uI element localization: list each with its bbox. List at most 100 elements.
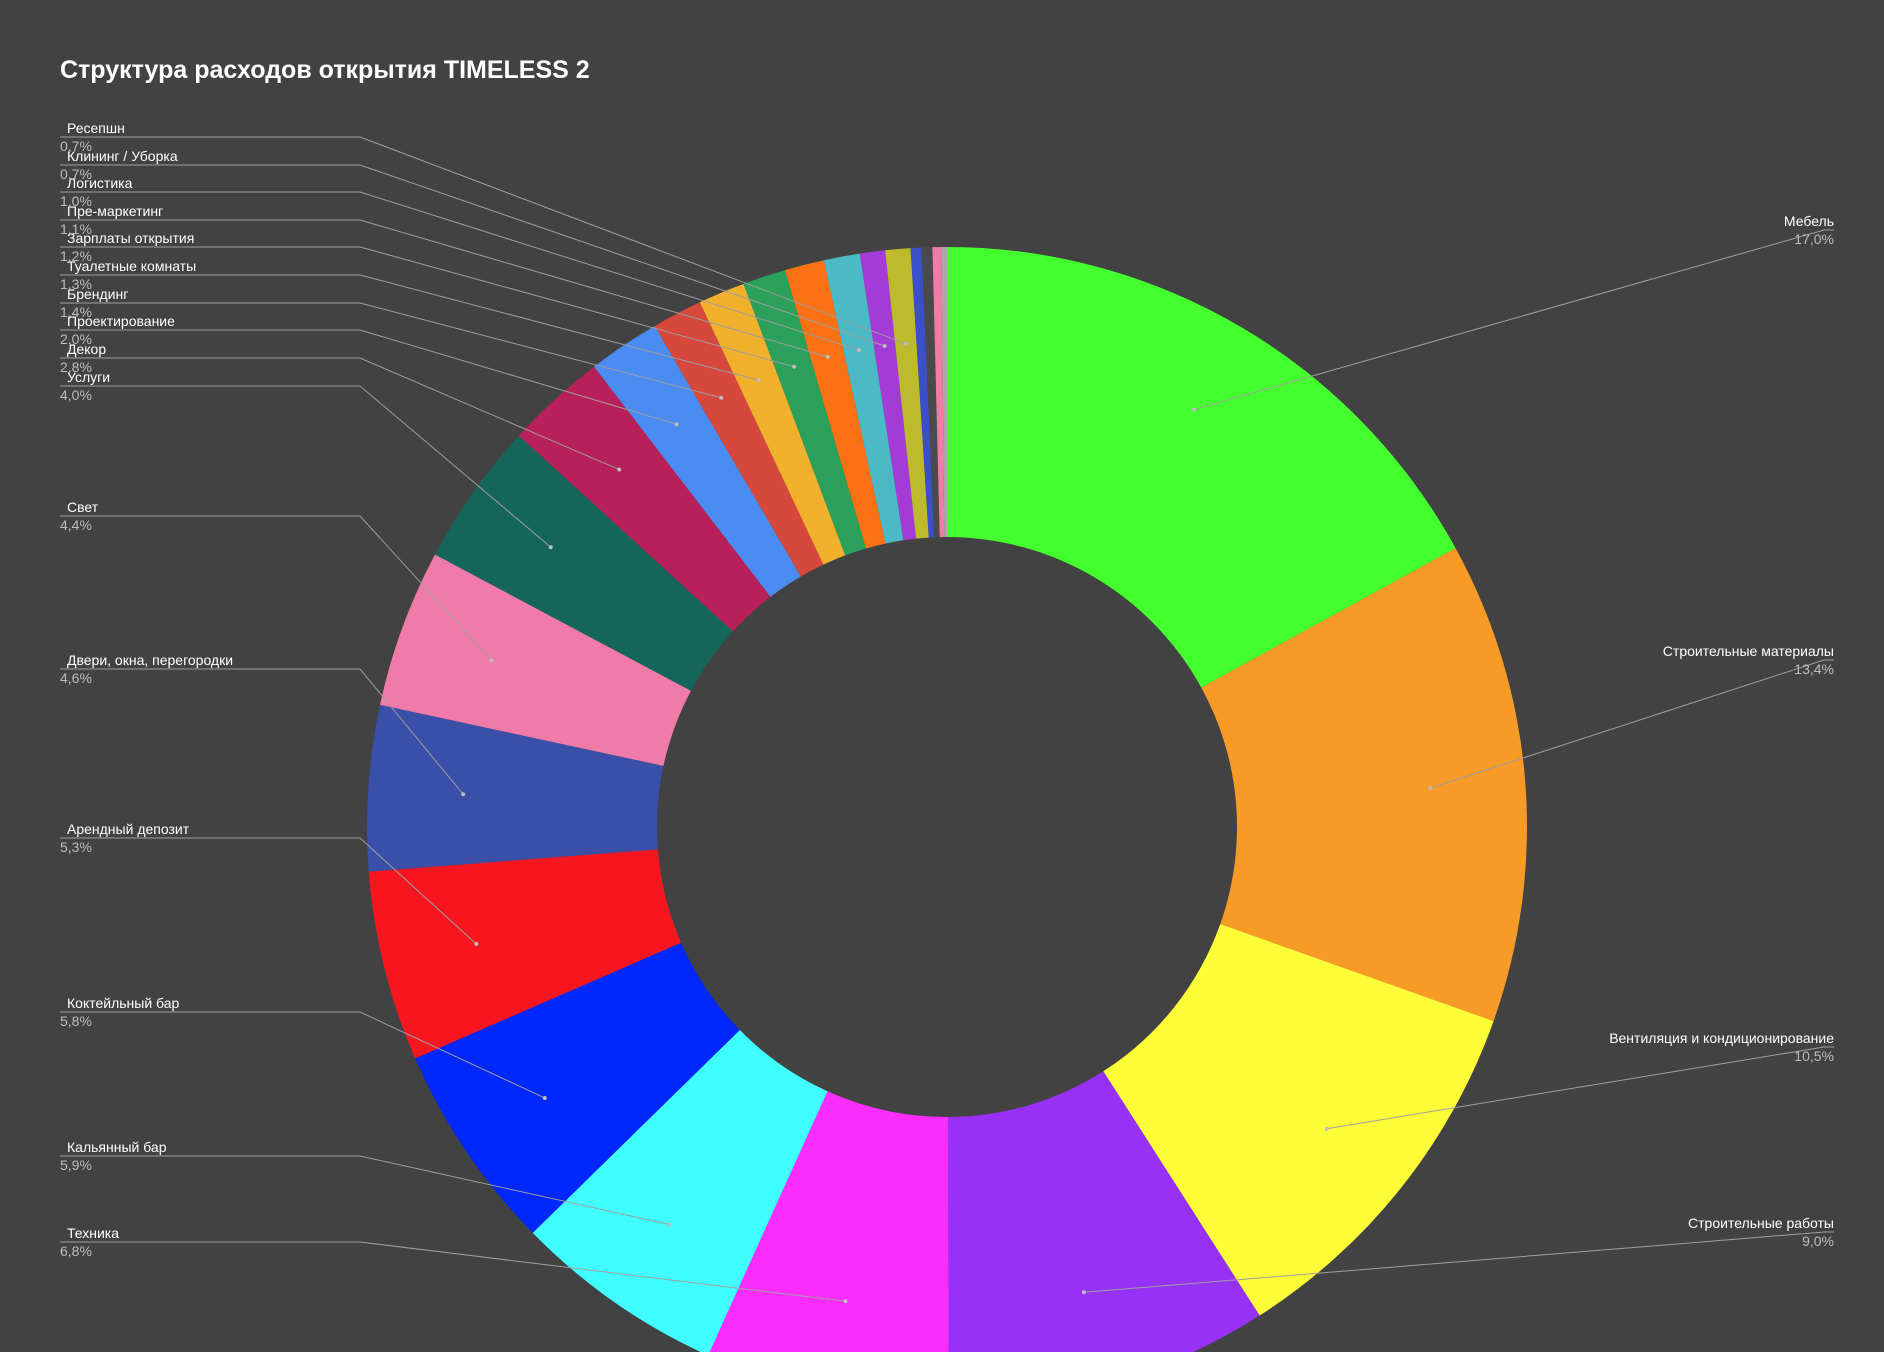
- label-name-услуги: Услуги: [67, 369, 110, 385]
- slice-мебель: [947, 247, 1456, 688]
- leader-line-логистика: [60, 191, 860, 351]
- leader-dot-туалетные-комнаты: [756, 378, 761, 383]
- label-value-арендный-депозит: 5,3%: [60, 839, 92, 855]
- leader-line-зарплаты-открытия: [60, 246, 795, 368]
- leader-line-вентиляция-и-кондиционирование: [1326, 1046, 1834, 1130]
- label-value-проектирование: 2,0%: [60, 331, 92, 347]
- label-name-коктейльный-бар: Коктейльный бар: [67, 995, 180, 1011]
- leader-dot-мебель: [1192, 407, 1197, 412]
- chart-title: Структура расходов открытия TIMELESS 2: [60, 56, 590, 84]
- slice-unlabeled-21: [921, 247, 940, 538]
- slice-unlabeled-23: [941, 247, 947, 538]
- label-name-брендинг: Брендинг: [67, 286, 128, 302]
- leader-line-услуги: [60, 385, 552, 548]
- label-value-строительные-работы: 9,0%: [1802, 1233, 1834, 1249]
- slice-арендный-депозит: [368, 849, 682, 1059]
- slice-клининг-уборка: [859, 250, 917, 541]
- slice-туалетные-комнаты: [699, 283, 846, 565]
- label-name-логистика: Логистика: [67, 175, 133, 191]
- leader-dot-услуги: [548, 545, 553, 550]
- slice-пре-маркетинг: [785, 260, 886, 549]
- label-value-брендинг: 1,4%: [60, 304, 92, 320]
- slice-двери-окна-перегородки: [367, 704, 664, 872]
- slice-коктейльный-бар: [415, 942, 740, 1233]
- leader-line-кальянный-бар: [60, 1155, 670, 1225]
- leader-line-проектирование: [60, 329, 677, 425]
- leader-dot-техника: [843, 1299, 848, 1304]
- leader-line-двери-окна-перегородки: [60, 668, 464, 795]
- leader-dot-строительные-работы: [1081, 1290, 1086, 1295]
- slice-unlabeled-22: [932, 247, 945, 538]
- slices-layer: [367, 247, 1528, 1352]
- leader-line-туалетные-комнаты: [60, 274, 759, 381]
- slice-свет: [380, 554, 691, 766]
- leader-dot-декор: [617, 467, 622, 472]
- label-value-техника: 6,8%: [60, 1243, 92, 1259]
- label-value-логистика: 1,0%: [60, 193, 92, 209]
- slice-логистика: [823, 253, 904, 544]
- slice-ресепшн: [885, 248, 929, 539]
- leader-dot-проектирование: [674, 422, 679, 427]
- label-value-свет: 4,4%: [60, 517, 92, 533]
- label-name-двери-окна-перегородки: Двери, окна, перегородки: [67, 652, 233, 668]
- slice-вентиляция-и-кондиционирование: [1103, 924, 1494, 1316]
- leader-dot-брендинг: [719, 395, 724, 400]
- label-value-двери-окна-перегородки: 4,6%: [60, 670, 92, 686]
- label-value-декор: 2,8%: [60, 359, 92, 375]
- label-name-строительные-материалы: Строительные материалы: [1663, 643, 1834, 659]
- label-value-пре-маркетинг: 1,1%: [60, 221, 92, 237]
- slice-строительные-материалы: [1201, 548, 1528, 1022]
- label-name-ресепшн: Ресепшн: [67, 120, 125, 136]
- label-name-арендный-депозит: Арендный депозит: [67, 821, 190, 837]
- leader-dot-арендный-депозит: [474, 942, 479, 947]
- leader-line-мебель: [1193, 229, 1834, 411]
- slice-проектирование: [594, 326, 801, 597]
- leader-dot-ресепшн: [903, 341, 908, 346]
- label-name-техника: Техника: [67, 1225, 119, 1241]
- label-value-коктейльный-бар: 5,8%: [60, 1013, 92, 1029]
- label-value-зарплаты-открытия: 1,2%: [60, 248, 92, 264]
- label-name-зарплаты-открытия: Зарплаты открытия: [67, 230, 194, 246]
- label-value-кальянный-бар: 5,9%: [60, 1157, 92, 1173]
- slice-кальянный-бар: [532, 1029, 828, 1352]
- slice-unlabeled-20: [910, 247, 935, 538]
- leader-dot-клининг-уборка: [882, 344, 887, 349]
- slice-техника: [709, 1091, 949, 1352]
- leader-line-декор: [60, 357, 620, 471]
- label-name-проектирование: Проектирование: [67, 313, 175, 329]
- leader-dot-двери-окна-перегородки: [461, 792, 466, 797]
- slice-строительные-работы: [947, 1071, 1260, 1352]
- leader-line-техника: [60, 1241, 846, 1302]
- label-name-декор: Декор: [67, 341, 106, 357]
- slice-услуги: [434, 435, 733, 691]
- leader-line-строительные-работы: [1083, 1231, 1834, 1293]
- leader-line-строительные-материалы: [1430, 659, 1834, 789]
- label-name-вентиляция-и-кондиционирование: Вентиляция и кондиционирование: [1609, 1030, 1834, 1046]
- labels-layer: Мебель 17,0% Строительные материалы 13,4% Ве…: [60, 120, 1834, 1304]
- leader-line-свет: [60, 515, 492, 661]
- label-name-кальянный-бар: Кальянный бар: [67, 1139, 167, 1155]
- leader-dot-строительные-материалы: [1428, 786, 1433, 791]
- leader-line-клининг-уборка: [60, 164, 885, 347]
- label-value-клининг-уборка: 0,7%: [60, 166, 92, 182]
- leader-line-пре-маркетинг: [60, 219, 828, 358]
- leader-dot-логистика: [857, 348, 862, 353]
- leader-line-коктейльный-бар: [60, 1011, 545, 1099]
- label-name-мебель: Мебель: [1784, 213, 1834, 229]
- leader-dot-пре-маркетинг: [825, 354, 830, 359]
- leader-dot-зарплаты-открытия: [792, 364, 797, 369]
- slice-брендинг: [654, 302, 824, 577]
- leader-dot-коктейльный-бар: [542, 1095, 547, 1100]
- label-value-мебель: 17,0%: [1794, 231, 1834, 247]
- label-name-строительные-работы: Строительные работы: [1688, 1215, 1834, 1231]
- leader-dot-вентиляция-и-кондиционирование: [1324, 1126, 1329, 1131]
- slice-декор: [518, 366, 771, 632]
- label-name-свет: Свет: [67, 499, 99, 515]
- leader-line-арендный-депозит: [60, 837, 477, 945]
- label-value-вентиляция-и-кондиционирование: 10,5%: [1794, 1048, 1834, 1064]
- leader-line-ресепшн: [60, 136, 907, 345]
- leader-dot-кальянный-бар: [667, 1222, 672, 1227]
- label-value-туалетные-комнаты: 1,3%: [60, 276, 92, 292]
- label-value-ресепшн: 0,7%: [60, 138, 92, 154]
